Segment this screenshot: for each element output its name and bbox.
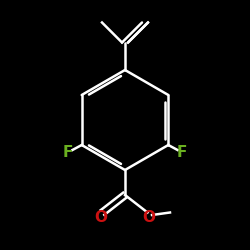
Text: O: O [142,210,155,226]
Text: F: F [63,145,73,160]
Text: O: O [94,210,107,226]
Text: F: F [177,145,187,160]
